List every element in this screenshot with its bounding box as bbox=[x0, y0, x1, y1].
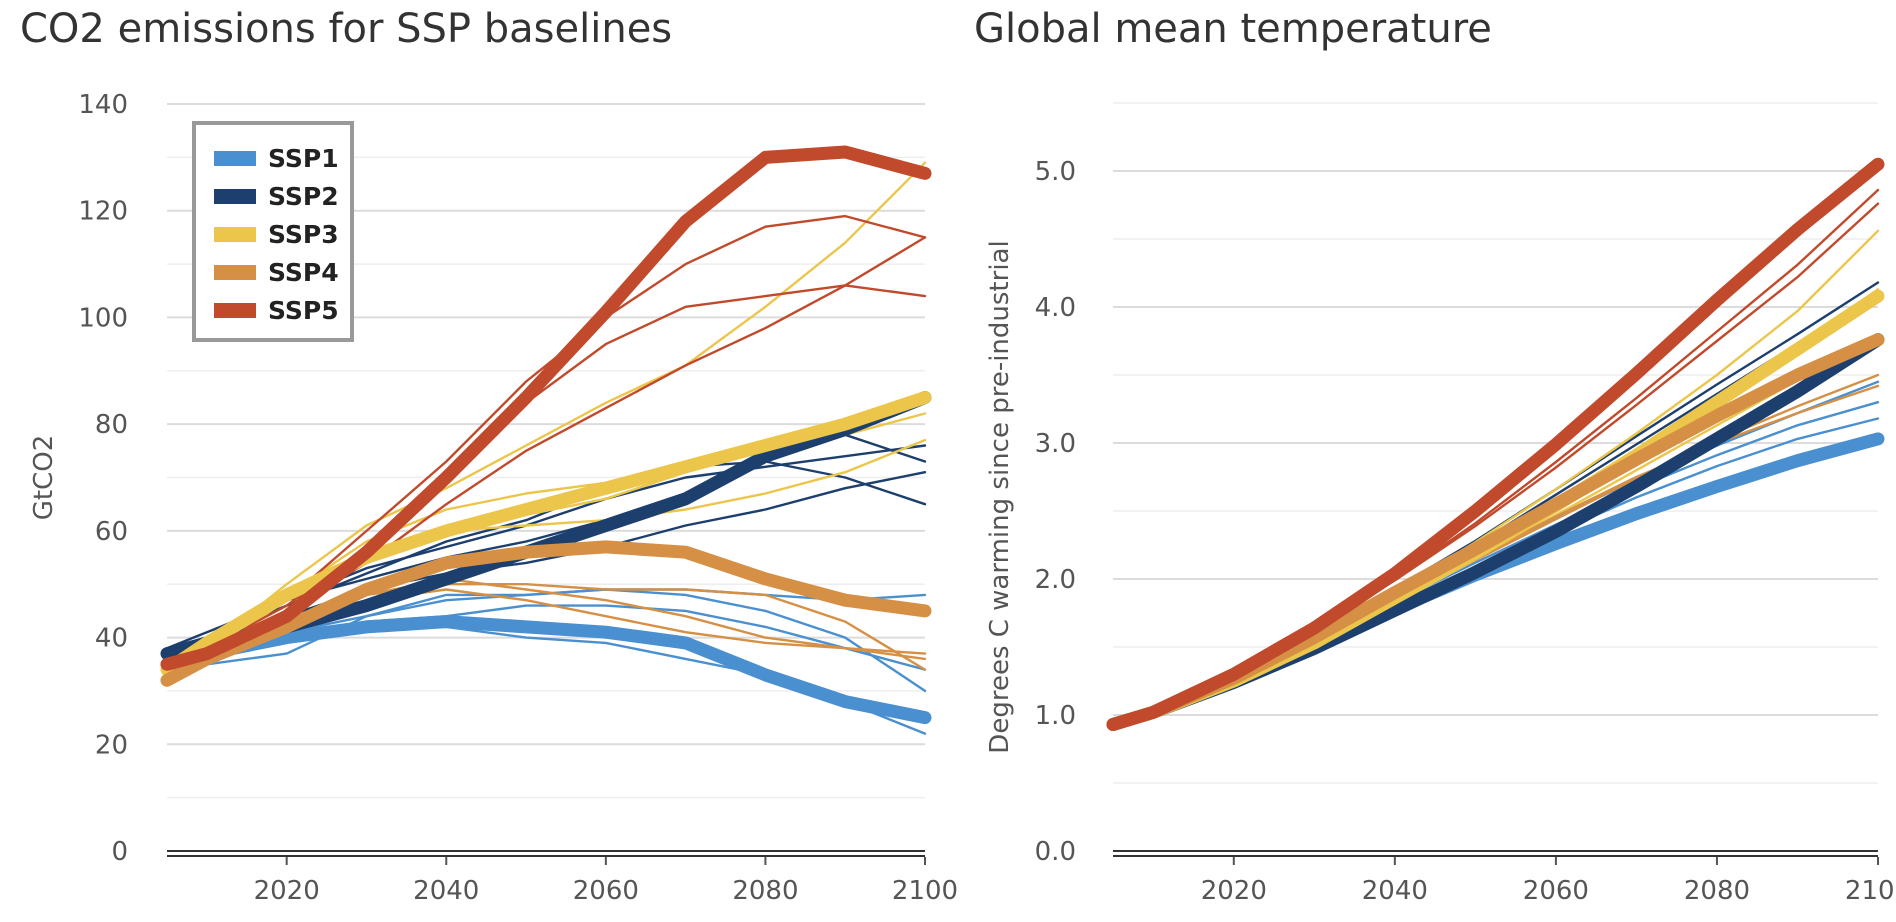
legend: SSP1 SSP2 SSP3 SSP4 SSP5 bbox=[192, 121, 354, 342]
legend-swatch-ssp4 bbox=[214, 265, 256, 280]
y-tick-label: 0.0 bbox=[1035, 837, 1076, 867]
series-line-ssp5 bbox=[1111, 188, 1880, 726]
temperature-chart: 2020 2040 2060 2080 2100 0.0 1.0 2.0 3.0 4.0 5.0 De… bbox=[985, 102, 1896, 906]
series-lines bbox=[160, 145, 932, 735]
co2-chart: 2020 2040 2060 2080 2100020406080100120140Gt… bbox=[29, 90, 958, 906]
x-tick-label: 2080 bbox=[732, 876, 798, 906]
legend-label-ssp1: SSP1 bbox=[268, 144, 339, 173]
legend-label-ssp2: SSP2 bbox=[268, 182, 339, 211]
marker-series-line-ssp4 bbox=[160, 540, 932, 687]
x-tick-label: 2080 bbox=[1684, 876, 1750, 906]
y-axis-label: Degrees C warming since pre-industrial bbox=[985, 240, 1015, 753]
co2-chart-title: CO2 emissions for SSP baselines bbox=[20, 6, 673, 52]
temperature-panel: Global mean temperature 2020 2040 2060 2080… bbox=[948, 0, 1896, 922]
legend-label-ssp5: SSP5 bbox=[268, 296, 339, 325]
x-tick-label: 2100 bbox=[892, 876, 958, 906]
y-tick-label: 5.0 bbox=[1035, 157, 1076, 187]
legend-swatch-ssp5 bbox=[214, 303, 256, 318]
legend-swatch-ssp3 bbox=[214, 227, 256, 242]
marker-series-line-ssp4 bbox=[1106, 333, 1885, 731]
marker-series-line-ssp3 bbox=[160, 391, 932, 677]
x-tick-label: 2020 bbox=[1201, 876, 1267, 906]
y-tick-label: 140 bbox=[78, 90, 128, 120]
x-tick-label: 2040 bbox=[413, 876, 479, 906]
x-tick-label: 2040 bbox=[1362, 876, 1428, 906]
legend-label-ssp3: SSP3 bbox=[268, 220, 339, 249]
marker-series-line-ssp5 bbox=[1106, 157, 1885, 731]
legend-swatch-ssp2 bbox=[214, 189, 256, 204]
y-tick-label: 4.0 bbox=[1035, 293, 1076, 323]
legend-label-ssp4: SSP4 bbox=[268, 258, 339, 287]
temperature-chart-title: Global mean temperature bbox=[974, 6, 1492, 52]
y-tick-label: 100 bbox=[78, 303, 128, 333]
x-tick-label: 2060 bbox=[573, 876, 639, 906]
y-tick-label: 3.0 bbox=[1035, 429, 1076, 459]
y-axis-label: GtCO2 bbox=[29, 435, 59, 521]
y-tick-label: 0 bbox=[111, 837, 128, 867]
marker-series-line-ssp5 bbox=[160, 145, 932, 671]
y-tick-label: 80 bbox=[95, 410, 128, 440]
x-tick-label: 2060 bbox=[1523, 876, 1589, 906]
legend-swatch-ssp1 bbox=[214, 151, 256, 166]
series-lines bbox=[1106, 157, 1885, 731]
series-line-ssp2 bbox=[1111, 281, 1880, 726]
gridlines bbox=[167, 103, 925, 799]
y-tick-label: 120 bbox=[78, 197, 128, 227]
y-tick-label: 1.0 bbox=[1035, 701, 1076, 731]
y-tick-label: 40 bbox=[95, 624, 128, 654]
co2-emissions-panel: CO2 emissions for SSP baselines 2020 2040… bbox=[20, 6, 958, 906]
y-tick-label: 2.0 bbox=[1035, 565, 1076, 595]
x-tick-label: 2020 bbox=[254, 876, 320, 906]
x-tick-label: 2100 bbox=[1845, 876, 1896, 906]
y-tick-label: 20 bbox=[95, 730, 128, 760]
y-tick-label: 60 bbox=[95, 517, 128, 547]
